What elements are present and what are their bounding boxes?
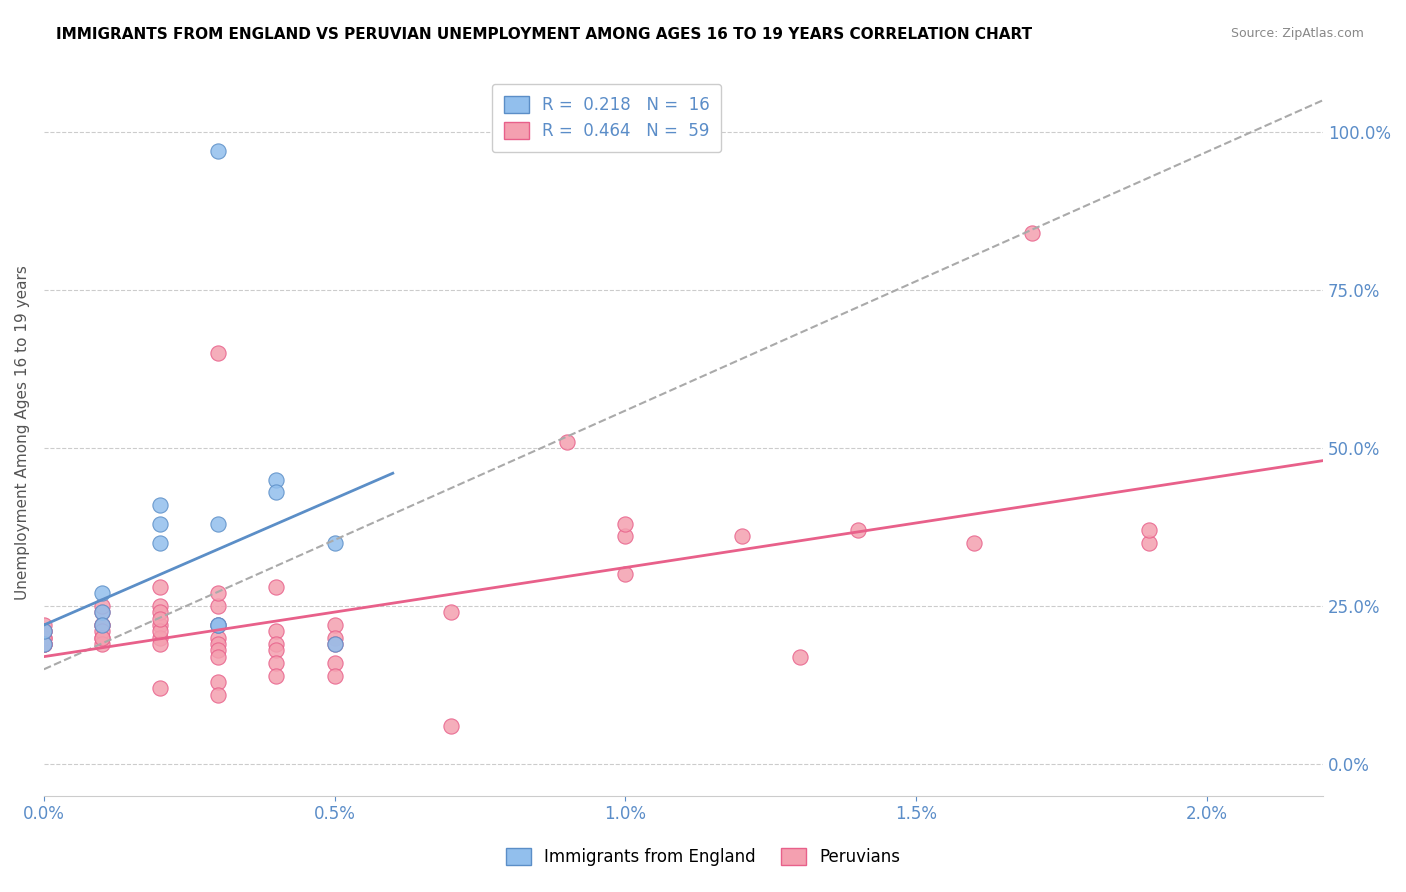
Point (149, 631, 172, 645)
Point (266, 643, 288, 657)
Point (207, 144, 229, 158)
Point (323, 637, 346, 651)
Point (207, 637, 229, 651)
Point (32, 631, 55, 645)
Point (266, 580, 288, 594)
Point (91, 599, 114, 613)
Point (323, 536, 346, 550)
Point (149, 536, 172, 550)
Point (323, 637, 346, 651)
Point (789, 649, 811, 664)
Point (149, 606, 172, 620)
Point (207, 618, 229, 632)
Point (266, 668, 288, 682)
Point (846, 523, 869, 537)
Point (149, 599, 172, 613)
Point (207, 516, 229, 531)
Point (207, 586, 229, 600)
Point (207, 631, 229, 645)
Point (555, 434, 578, 449)
Text: IMMIGRANTS FROM ENGLAND VS PERUVIAN UNEMPLOYMENT AMONG AGES 16 TO 19 YEARS CORRE: IMMIGRANTS FROM ENGLAND VS PERUVIAN UNEM… (56, 27, 1032, 42)
Point (32, 637, 55, 651)
Point (266, 637, 288, 651)
Point (149, 624, 172, 639)
Point (149, 498, 172, 512)
Point (266, 624, 288, 639)
Point (323, 631, 346, 645)
Point (440, 719, 463, 733)
Point (207, 599, 229, 613)
Point (91, 631, 114, 645)
Point (323, 668, 346, 682)
Point (91, 586, 114, 600)
Point (149, 637, 172, 651)
Point (266, 656, 288, 670)
Point (91, 618, 114, 632)
Point (266, 485, 288, 500)
Point (730, 529, 752, 543)
Point (32, 618, 55, 632)
Point (149, 612, 172, 626)
Point (266, 473, 288, 487)
Point (1137, 536, 1160, 550)
Point (91, 606, 114, 620)
Point (207, 688, 229, 702)
Point (1137, 523, 1160, 537)
Point (91, 618, 114, 632)
Point (440, 606, 463, 620)
Point (91, 606, 114, 620)
Point (149, 580, 172, 594)
Point (614, 516, 637, 531)
Point (614, 529, 637, 543)
Point (207, 674, 229, 689)
Point (91, 631, 114, 645)
Legend: R =  0.218   N =  16, R =  0.464   N =  59: R = 0.218 N = 16, R = 0.464 N = 59 (492, 84, 721, 153)
Point (323, 656, 346, 670)
Point (207, 346, 229, 360)
Point (91, 637, 114, 651)
Point (32, 637, 55, 651)
Point (32, 624, 55, 639)
Point (207, 618, 229, 632)
Point (149, 516, 172, 531)
Point (963, 536, 986, 550)
Point (1021, 226, 1043, 240)
Point (149, 618, 172, 632)
Point (32, 631, 55, 645)
Point (91, 618, 114, 632)
Legend: Immigrants from England, Peruvians: Immigrants from England, Peruvians (498, 840, 908, 875)
Point (614, 567, 637, 582)
Point (323, 618, 346, 632)
Point (32, 637, 55, 651)
Point (207, 643, 229, 657)
Point (149, 681, 172, 696)
Point (207, 649, 229, 664)
Point (32, 624, 55, 639)
Point (32, 624, 55, 639)
Point (91, 624, 114, 639)
Text: Source: ZipAtlas.com: Source: ZipAtlas.com (1230, 27, 1364, 40)
Point (32, 637, 55, 651)
Y-axis label: Unemployment Among Ages 16 to 19 years: Unemployment Among Ages 16 to 19 years (15, 265, 30, 599)
Point (207, 618, 229, 632)
